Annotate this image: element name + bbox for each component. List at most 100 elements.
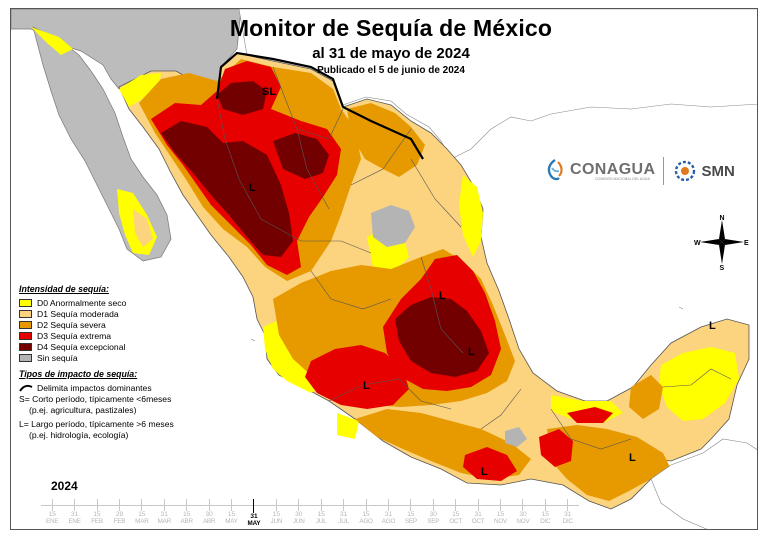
timeline-tick: 31 MAR: [152, 499, 176, 525]
timeline-tick: 15 DIC: [533, 499, 557, 525]
timeline-tick-mark: [96, 499, 98, 511]
baja-d0-north: [31, 27, 73, 55]
map-label-l-south: L: [481, 466, 488, 478]
d0-gulf-coast: [459, 175, 483, 257]
timeline-tick-mark: [74, 499, 76, 511]
timeline-tick-current: 31 MAY: [242, 499, 266, 527]
legend-item-d4: D4 Sequía excepcional: [19, 341, 219, 352]
timeline-tick: 15 OCT: [444, 499, 468, 525]
timeline-tick-mark: [477, 499, 479, 511]
timeline-tick: 31 AGO: [376, 499, 400, 525]
impact-line-row: Delimita impactos dominantes: [19, 382, 219, 394]
impact-short-term: S= Corto período, típicamente <6meses: [19, 394, 172, 404]
timeline-tick-month: AGO: [381, 518, 396, 525]
d2-coahuila-nuevoleon: [347, 103, 425, 177]
timeline-tick-day: 31: [250, 513, 258, 520]
legend-label-d0: D0 Anormalmente seco: [37, 297, 127, 308]
no-drought-oaxaca: [505, 427, 527, 447]
timeline-tick-day: 15: [496, 511, 505, 518]
timeline-tick-month: SEP: [404, 518, 417, 525]
timeline-tick-mark: [231, 499, 233, 511]
timeline-tick: 15 ABR: [175, 499, 199, 525]
conagua-name: CONAGUA: [570, 161, 656, 178]
timeline-tick-month: MAR: [135, 518, 149, 525]
timeline-tick-day: 15: [317, 511, 325, 518]
timeline-tick-month: DIC: [540, 518, 551, 525]
timeline-tick-month: FEB: [91, 518, 103, 525]
legend-label-d4: D4 Sequía excepcional: [37, 341, 126, 352]
timeline-tick-day: 15: [541, 511, 549, 518]
timeline-tick-month: JUN: [292, 518, 305, 525]
map-label-l-yucatan: L: [709, 320, 716, 332]
map-label-sl-north: SL: [262, 86, 276, 98]
timeline-axis: [41, 505, 579, 506]
timeline-tick-mark: [544, 499, 546, 511]
compass-e: E: [744, 240, 749, 247]
smn-gear-icon: [675, 160, 696, 182]
publication-date: Publicado el 5 de junio de 2024: [317, 65, 465, 76]
timeline-tick: 31 ENE: [63, 499, 87, 525]
timeline-tick-mark: [208, 499, 210, 511]
timeline-tick-mark: [320, 499, 322, 511]
impact-short-term-example: (p.ej. agricultura, pastizales): [29, 405, 137, 415]
d4-chihuahua: [161, 121, 293, 257]
d2-chiapas: [547, 425, 671, 501]
coastline-islands: [250, 306, 684, 342]
legend-swatch-none: [19, 353, 32, 362]
timeline-tick-day: 30: [429, 511, 437, 518]
timeline-tick: 15 FEB: [85, 499, 109, 525]
timeline-tick: 30 ABR: [197, 499, 221, 525]
timeline-tick: 31 DIC: [556, 499, 580, 525]
impact-boundary-line: [215, 51, 424, 160]
timeline-tick-mark: [410, 499, 412, 511]
legend-swatch-d0: [19, 298, 32, 307]
state-borders: [216, 66, 732, 450]
legend-swatch-d4: [19, 342, 32, 351]
timeline-tick-month: FEB: [113, 518, 126, 525]
timeline-year: 2024: [51, 479, 78, 493]
timeline-tick-day: 15: [183, 511, 191, 518]
timeline-tick: 15 AGO: [354, 499, 378, 525]
legend-title: Intensidad de sequía:: [19, 284, 109, 294]
legend-swatch-d2: [19, 320, 32, 329]
timeline-tick: 15 SEP: [399, 499, 423, 525]
timeline-tick-day: 15: [407, 511, 415, 518]
timeline-tick-mark: [432, 499, 434, 511]
impact-title: Tipos de impacto de sequía:: [19, 369, 138, 379]
d0-south: [337, 413, 359, 439]
d0-sonora-coast: [119, 73, 161, 107]
timeline-tick-month: MAY: [225, 518, 238, 525]
timeline-tick-day: 15: [452, 511, 460, 518]
map-label-l-northwest: L: [249, 182, 256, 194]
impact-line-icon: [19, 384, 33, 392]
conagua-swirl-icon: [547, 159, 563, 181]
timeline-tick-month: OCT: [471, 518, 485, 525]
timeline-tick-month: MAY: [247, 520, 261, 527]
timeline-tick: 30 NOV: [511, 499, 535, 525]
legend-item-d0: D0 Anormalmente seco: [19, 297, 219, 308]
timeline-tick-day: 29: [115, 511, 124, 518]
timeline-tick-month: ABR: [202, 518, 216, 525]
d4-center: [395, 297, 489, 377]
map-label-l-center-north: L: [439, 290, 446, 302]
map-label-l-west: L: [363, 380, 370, 392]
timeline-tick-mark: [522, 499, 524, 511]
d3-west-central: [305, 345, 409, 409]
timeline-tick-month: JUN: [270, 518, 283, 525]
timeline-tick-day: 15: [272, 511, 280, 518]
map-label-l-southeast: L: [629, 452, 636, 464]
smn-name: SMN: [701, 162, 735, 180]
timeline-tick: 15 MAY: [220, 499, 244, 525]
timeline-tick-day: 15: [48, 511, 56, 518]
timeline-tick: 15 NOV: [489, 499, 513, 525]
timeline-tick-mark: [118, 499, 120, 511]
timeline-tick-month: AGO: [359, 518, 373, 525]
legend-label-d2: D2 Sequía severa: [37, 319, 106, 330]
d4-chihuahua-east: [273, 133, 329, 179]
timeline-tick-mark: [387, 499, 389, 511]
legend-item-none: Sin sequía: [19, 352, 219, 363]
conagua-subtitle: COMISIÓN NACIONAL DEL AGUA: [595, 177, 650, 181]
timeline-tick-mark: [455, 499, 457, 511]
drought-legend: Intensidad de sequía: D0 Anormalmente se…: [19, 284, 219, 441]
timeline-tick-day: 30: [205, 511, 213, 518]
